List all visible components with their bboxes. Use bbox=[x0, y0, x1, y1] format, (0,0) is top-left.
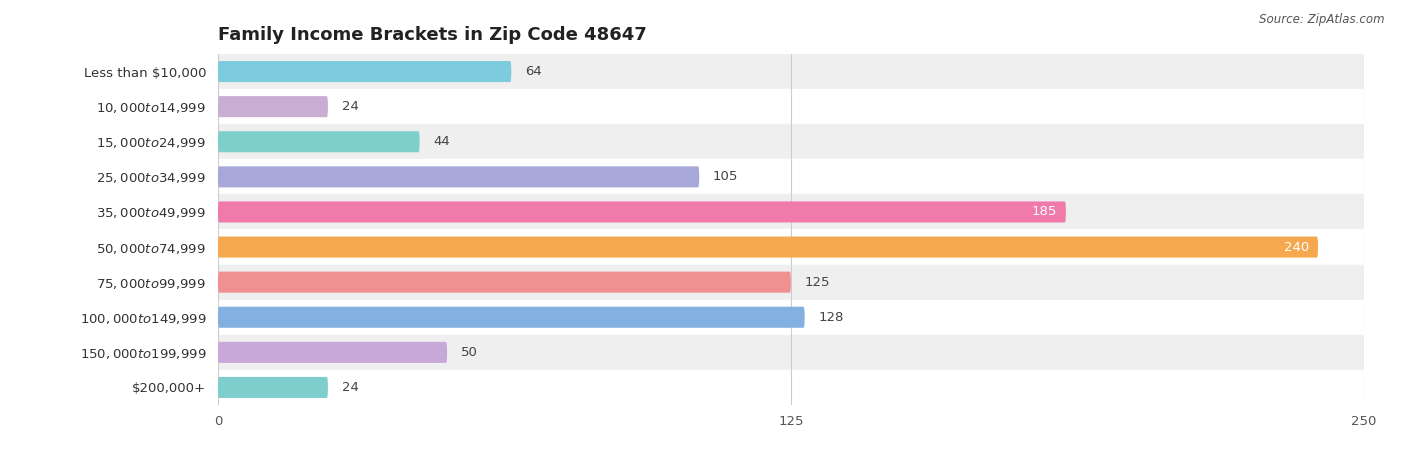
Text: 64: 64 bbox=[524, 65, 541, 78]
FancyBboxPatch shape bbox=[218, 61, 512, 82]
FancyBboxPatch shape bbox=[218, 272, 790, 292]
Text: Family Income Brackets in Zip Code 48647: Family Income Brackets in Zip Code 48647 bbox=[218, 26, 647, 44]
Bar bbox=[218, 194, 1364, 230]
Bar bbox=[218, 159, 1364, 194]
Text: 185: 185 bbox=[1032, 206, 1057, 218]
FancyBboxPatch shape bbox=[218, 342, 447, 363]
Text: 24: 24 bbox=[342, 100, 359, 113]
Bar bbox=[218, 230, 1364, 265]
Text: 105: 105 bbox=[713, 171, 738, 183]
Bar bbox=[218, 54, 1364, 89]
Text: 125: 125 bbox=[804, 276, 830, 288]
Bar bbox=[218, 335, 1364, 370]
FancyBboxPatch shape bbox=[218, 131, 419, 152]
FancyBboxPatch shape bbox=[218, 166, 699, 187]
FancyBboxPatch shape bbox=[218, 202, 1066, 222]
Text: 24: 24 bbox=[342, 381, 359, 394]
Bar bbox=[218, 370, 1364, 405]
Text: 50: 50 bbox=[461, 346, 478, 359]
Bar bbox=[218, 300, 1364, 335]
FancyBboxPatch shape bbox=[218, 96, 328, 117]
Text: 44: 44 bbox=[433, 135, 450, 148]
Bar bbox=[218, 124, 1364, 159]
Text: 240: 240 bbox=[1284, 241, 1309, 253]
Text: 128: 128 bbox=[818, 311, 844, 324]
Bar bbox=[218, 89, 1364, 124]
Text: Source: ZipAtlas.com: Source: ZipAtlas.com bbox=[1260, 14, 1385, 27]
FancyBboxPatch shape bbox=[218, 307, 804, 328]
FancyBboxPatch shape bbox=[218, 377, 328, 398]
FancyBboxPatch shape bbox=[218, 237, 1317, 257]
Bar bbox=[218, 265, 1364, 300]
